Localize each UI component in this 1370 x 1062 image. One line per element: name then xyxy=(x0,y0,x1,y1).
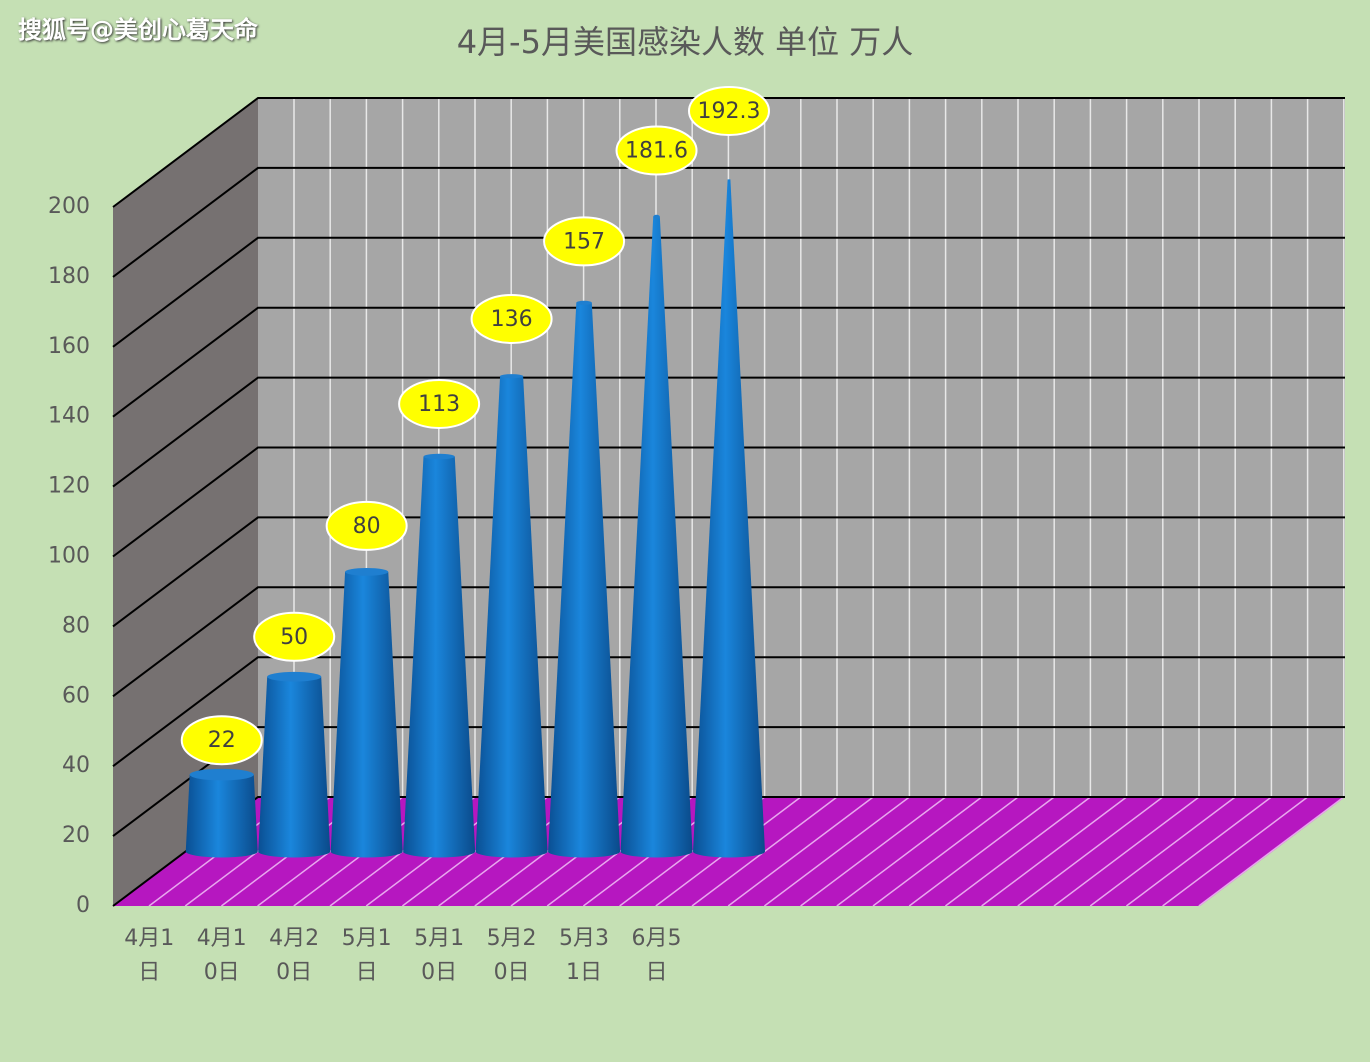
watermark: 搜狐号@美创心葛天命 xyxy=(18,16,258,44)
floor-stripe xyxy=(800,796,947,907)
floor-stripe xyxy=(981,796,1128,907)
value-label-bg xyxy=(180,715,263,766)
floor-stripe xyxy=(763,796,910,907)
grid-line xyxy=(112,726,1345,837)
grid-line xyxy=(112,516,1345,628)
grid-line xyxy=(112,796,1345,907)
y-tick-label: 140 xyxy=(48,404,90,429)
cone xyxy=(620,214,693,858)
cone xyxy=(475,374,548,858)
y-tick-label: 180 xyxy=(48,264,90,289)
chart-title: 4月-5月美国感染人数 单位 万人 xyxy=(457,23,914,61)
x-tick-label: 5月20日 xyxy=(486,926,537,985)
cone-top xyxy=(423,453,455,460)
grid-line xyxy=(112,376,1345,488)
y-tick-label: 60 xyxy=(62,683,90,708)
cone xyxy=(548,300,621,858)
floor-stripe xyxy=(1017,796,1164,907)
y-tick-label: 120 xyxy=(48,474,90,499)
value-label-bg xyxy=(325,500,408,551)
value-label: 80 xyxy=(353,514,381,539)
value-label-bg xyxy=(688,85,770,136)
value-label: 192.3 xyxy=(698,99,761,124)
floor-stripe xyxy=(727,796,874,907)
y-tick-label: 200 xyxy=(48,194,90,219)
value-label-bg xyxy=(253,611,336,662)
cone-top xyxy=(345,568,389,576)
x-tick-label: 4月1日 xyxy=(124,926,175,985)
cone-top xyxy=(653,214,660,219)
floor-stripe xyxy=(836,796,983,907)
grid-line xyxy=(112,97,1345,208)
floor-stripe xyxy=(1053,796,1200,907)
cone xyxy=(693,179,765,858)
cone-body xyxy=(693,179,765,858)
y-tick-label: 100 xyxy=(48,544,90,569)
value-label: 157 xyxy=(563,229,605,254)
cone xyxy=(330,568,403,858)
y-tick-label: 0 xyxy=(76,893,90,918)
cone-top xyxy=(189,768,254,781)
value-label: 113 xyxy=(418,392,460,417)
floor-stripe xyxy=(944,796,1091,907)
x-tick-label: 6月5日 xyxy=(631,926,682,985)
value-label-bg xyxy=(543,216,626,267)
y-tick-label: 20 xyxy=(62,823,90,848)
value-label: 136 xyxy=(491,307,533,332)
cone xyxy=(403,453,476,858)
grid-line xyxy=(112,586,1345,698)
y-tick-label: 40 xyxy=(62,753,90,778)
floor-stripe xyxy=(872,796,1019,907)
cone-body xyxy=(185,774,258,858)
x-tick-label: 5月1日 xyxy=(341,926,392,985)
cone-top xyxy=(576,300,592,305)
floor-stripe xyxy=(1089,796,1236,907)
cone-body xyxy=(620,216,693,858)
value-label: 181.6 xyxy=(625,138,688,163)
cone-body xyxy=(403,456,476,858)
floor-stripe xyxy=(1162,796,1309,907)
floor-stripe xyxy=(908,796,1055,907)
x-tick-label: 4月10日 xyxy=(196,926,247,985)
cone-top xyxy=(500,374,524,379)
x-tick-label: 5月10日 xyxy=(414,926,465,985)
value-label-bg xyxy=(398,378,481,429)
cone-body xyxy=(330,571,403,858)
floor-stripe xyxy=(1125,796,1272,907)
x-tick-label: 5月31日 xyxy=(559,926,610,985)
cone xyxy=(185,768,258,858)
grid-line xyxy=(112,306,1345,418)
cone-top xyxy=(267,671,322,682)
value-label: 22 xyxy=(208,728,236,753)
floor-stripe xyxy=(1198,796,1345,907)
cone-body xyxy=(258,676,331,858)
grid-line xyxy=(112,236,1345,348)
value-label-bg xyxy=(470,293,553,344)
cone-body xyxy=(475,376,548,858)
grid-line xyxy=(112,166,1345,278)
y-tick-label: 80 xyxy=(62,613,90,638)
grid-line xyxy=(112,656,1345,767)
x-tick-label: 4月20日 xyxy=(269,926,320,985)
value-label: 50 xyxy=(280,625,308,650)
grid-line xyxy=(112,446,1345,558)
y-tick-label: 160 xyxy=(48,334,90,359)
value-label-bg xyxy=(615,125,698,176)
cone xyxy=(258,671,331,858)
cone-body xyxy=(548,302,621,858)
